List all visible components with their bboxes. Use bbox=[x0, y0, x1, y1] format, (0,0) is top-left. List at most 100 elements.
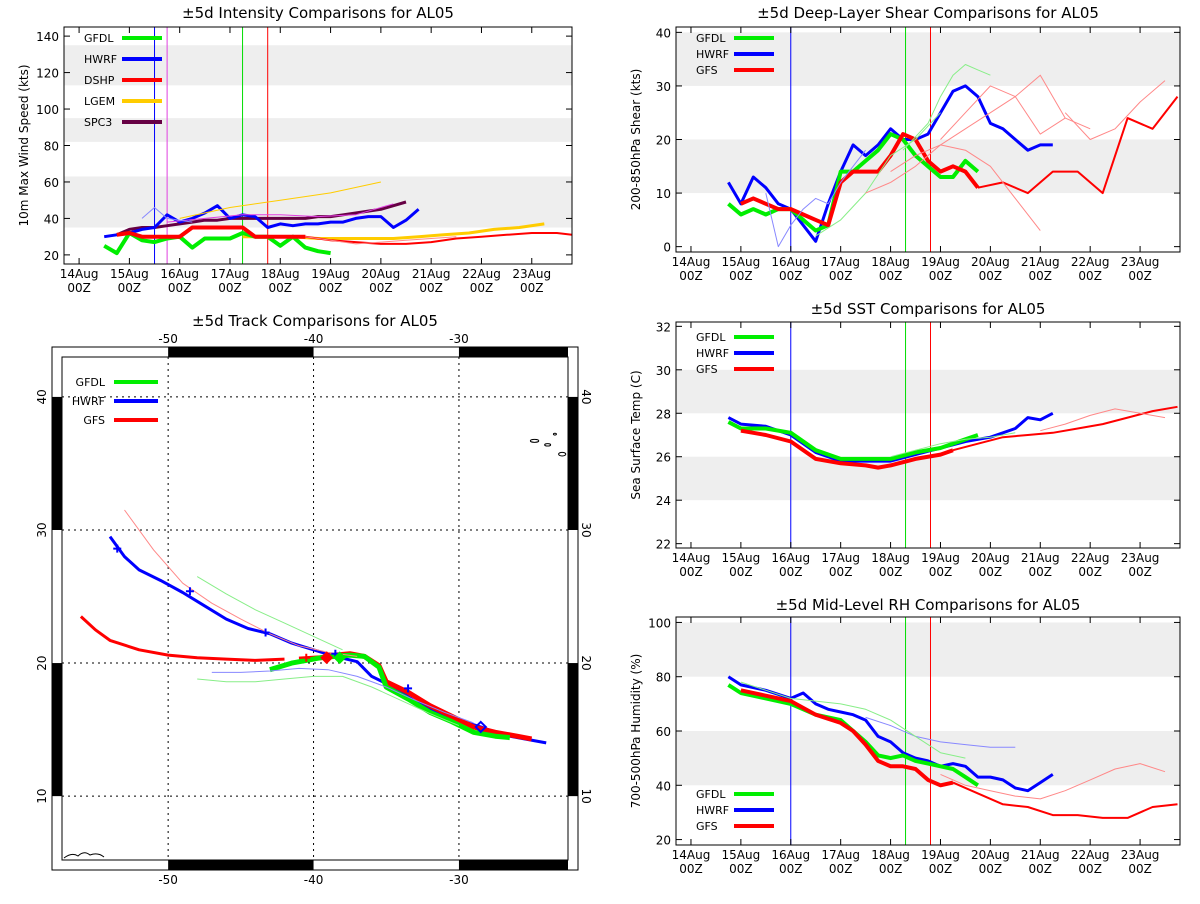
legend-label: GFDL bbox=[696, 331, 726, 344]
x-tick-label-day: 14Aug bbox=[60, 267, 99, 281]
x-tick-label-hour: 00Z bbox=[779, 862, 803, 876]
x-tick-label-hour: 00Z bbox=[67, 281, 91, 295]
latitude-label-right: 10 bbox=[579, 788, 593, 803]
x-tick-label-hour: 00Z bbox=[829, 565, 853, 579]
x-tick-label-day: 21Aug bbox=[1021, 551, 1060, 565]
x-tick-label-hour: 00Z bbox=[1029, 269, 1053, 283]
track-marker-plus bbox=[261, 628, 270, 637]
x-tick-label-hour: 00Z bbox=[829, 862, 853, 876]
x-tick-label-day: 20Aug bbox=[362, 267, 401, 281]
y-axis-label: 200-850hPa Shear (kts) bbox=[629, 69, 643, 211]
latitude-label-left: 10 bbox=[35, 788, 49, 803]
series-line-ens-2 bbox=[815, 112, 941, 237]
x-tick-label-day: 15Aug bbox=[722, 848, 761, 862]
x-tick-label-hour: 00Z bbox=[979, 565, 1003, 579]
x-tick-label-day: 17Aug bbox=[821, 551, 860, 565]
track-line-ens-1 bbox=[124, 509, 358, 657]
series-line-dshp-ext bbox=[305, 232, 572, 245]
series-line-ens-1 bbox=[865, 716, 1016, 748]
x-tick-label-hour: 00Z bbox=[1078, 565, 1102, 579]
map-border-segment bbox=[168, 860, 314, 870]
y-tick-label: 20 bbox=[656, 134, 671, 148]
x-tick-label-hour: 00Z bbox=[979, 269, 1003, 283]
x-tick-label-hour: 00Z bbox=[779, 269, 803, 283]
map-border-segment bbox=[568, 663, 578, 797]
series-line-ens-1 bbox=[902, 64, 991, 151]
y-tick-label: 10 bbox=[656, 187, 671, 201]
track-line-ens-3 bbox=[211, 667, 474, 724]
x-tick-label-day: 17Aug bbox=[821, 848, 860, 862]
series-line-ens-2 bbox=[179, 181, 382, 219]
x-tick-label-hour: 00Z bbox=[1029, 862, 1053, 876]
map-border-segment bbox=[52, 663, 62, 797]
x-tick-label-hour: 00Z bbox=[118, 281, 142, 295]
legend-label: GFS bbox=[696, 64, 718, 77]
track-marker-diamond bbox=[320, 651, 334, 665]
x-tick-label-day: 23Aug bbox=[1121, 255, 1160, 269]
legend-label: GFDL bbox=[84, 32, 114, 45]
x-tick-label-day: 22Aug bbox=[1071, 848, 1110, 862]
island-outline bbox=[552, 432, 557, 436]
track-chart: -50 -50 -40 -40 -30 -30 10 10 20 20 30 30 40 40 ±5d Tr… bbox=[35, 312, 593, 887]
legend-label: GFS bbox=[83, 414, 105, 427]
x-tick-label-hour: 00Z bbox=[979, 862, 1003, 876]
series-line-gfdl bbox=[727, 420, 979, 461]
x-tick-label-day: 17Aug bbox=[211, 267, 250, 281]
track-marker-plus bbox=[185, 587, 194, 596]
legend-label: SPC3 bbox=[84, 116, 112, 129]
series-line-gfs-ext bbox=[952, 405, 1178, 452]
x-tick-label-hour: 00Z bbox=[419, 281, 443, 295]
track-marker-diamond bbox=[474, 720, 488, 734]
x-tick-label-hour: 00Z bbox=[168, 281, 192, 295]
chart-title: ±5d Track Comparisons for AL05 bbox=[192, 312, 438, 330]
series-line-gfs bbox=[740, 132, 980, 228]
x-tick-label-day: 21Aug bbox=[1021, 255, 1060, 269]
y-tick-label: 40 bbox=[44, 212, 59, 226]
x-tick-label-day: 14Aug bbox=[672, 848, 711, 862]
x-tick-label-hour: 00Z bbox=[929, 269, 953, 283]
shaded-band bbox=[676, 456, 1180, 501]
map-border-segment bbox=[458, 347, 568, 357]
y-tick-label: 80 bbox=[44, 140, 59, 154]
plot-frame bbox=[675, 321, 1181, 549]
y-tick-label: 60 bbox=[656, 725, 671, 739]
x-tick-label-day: 15Aug bbox=[110, 267, 149, 281]
y-tick-label: 30 bbox=[656, 364, 671, 378]
track-marker-plus bbox=[113, 544, 122, 553]
x-tick-label-day: 23Aug bbox=[1121, 551, 1160, 565]
series-line-ens-6 bbox=[865, 144, 1041, 231]
x-tick-label-day: 16Aug bbox=[160, 267, 199, 281]
island-outline bbox=[544, 443, 552, 447]
x-tick-label-hour: 00Z bbox=[829, 269, 853, 283]
x-tick-label-day: 21Aug bbox=[1021, 848, 1060, 862]
series-line-ens-3 bbox=[765, 149, 866, 248]
map-border-segment bbox=[568, 396, 578, 530]
x-tick-label-hour: 00Z bbox=[729, 565, 753, 579]
y-axis-label: 10m Max Wind Speed (kts) bbox=[17, 64, 31, 226]
latitude-label-left: 30 bbox=[35, 522, 49, 537]
shear-chart: 01020304014Aug00Z15Aug00Z16Aug00Z17Aug00… bbox=[629, 4, 1181, 283]
map-outer-frame bbox=[51, 346, 579, 871]
series-line-gfs-ext bbox=[977, 95, 1179, 195]
y-tick-label: 100 bbox=[36, 103, 59, 117]
latitude-label-left: 20 bbox=[35, 655, 49, 670]
island-outline bbox=[558, 451, 567, 457]
y-tick-label: 60 bbox=[44, 176, 59, 190]
map-border-segment bbox=[458, 860, 568, 870]
x-tick-label-day: 19Aug bbox=[921, 848, 960, 862]
y-axis-label: Sea Surface Temp (C) bbox=[629, 370, 643, 499]
chart-title: ±5d Intensity Comparisons for AL05 bbox=[182, 4, 454, 22]
legend-label: GFDL bbox=[696, 32, 726, 45]
track-line-ens-4 bbox=[197, 675, 460, 727]
series-line-ens-2 bbox=[1040, 408, 1166, 432]
coastline bbox=[63, 852, 105, 859]
x-tick-label-day: 19Aug bbox=[921, 255, 960, 269]
legend-label: LGEM bbox=[84, 95, 115, 108]
y-tick-label: 20 bbox=[656, 834, 671, 848]
y-tick-label: 24 bbox=[656, 494, 671, 508]
y-tick-label: 140 bbox=[36, 30, 59, 44]
longitude-label-top: -40 bbox=[304, 332, 324, 346]
x-tick-label-hour: 00Z bbox=[218, 281, 242, 295]
x-tick-label-day: 15Aug bbox=[722, 551, 761, 565]
